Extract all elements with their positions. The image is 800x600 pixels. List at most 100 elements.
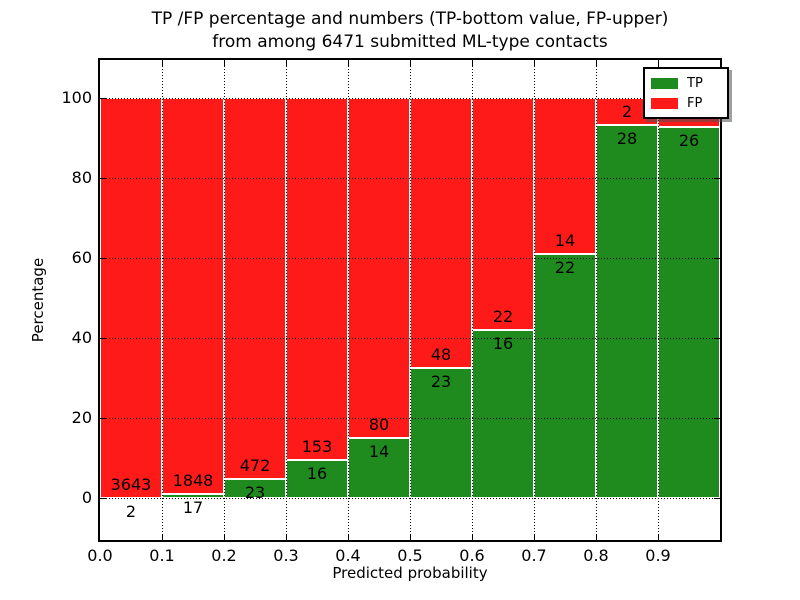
fp-count-label: 14 — [554, 230, 576, 250]
y-tick-mark — [100, 498, 106, 499]
x-tick-label: 0.4 — [335, 546, 361, 565]
x-tick-label: 0.6 — [459, 546, 485, 565]
y-tick-label: 20 — [71, 408, 92, 427]
tp-bar-segment — [348, 438, 410, 498]
x-tick-mark — [410, 534, 411, 540]
tp-count-label: 16 — [306, 464, 328, 484]
x-gridline — [162, 60, 163, 540]
fp-bar-segment — [472, 98, 534, 330]
chart-title: TP /FP percentage and numbers (TP-bottom… — [98, 8, 722, 54]
tp-count-label: 26 — [678, 130, 700, 150]
x-tick-mark — [410, 60, 411, 66]
y-tick-mark — [100, 178, 106, 179]
y-tick-mark — [714, 498, 720, 499]
tp-count-label: 16 — [492, 333, 514, 353]
tp-count-label: 17 — [182, 498, 204, 518]
tp-count-label: 23 — [244, 483, 266, 503]
tp-count-label: 22 — [554, 257, 576, 277]
x-gridline — [224, 60, 225, 540]
x-tick-mark — [596, 60, 597, 66]
x-tick-label: 0.2 — [211, 546, 237, 565]
tp-bar-segment — [472, 329, 534, 498]
x-axis-label: Predicted probability — [332, 564, 488, 582]
fp-bar-segment — [100, 98, 162, 498]
tp-bar-segment — [658, 126, 720, 498]
x-gridline — [348, 60, 349, 540]
fp-count-label: 472 — [239, 456, 271, 476]
tp-count-label: 2 — [125, 501, 137, 521]
x-tick-label: 0.9 — [645, 546, 671, 565]
x-tick-mark — [224, 60, 225, 66]
x-tick-mark — [348, 534, 349, 540]
x-gridline — [658, 60, 659, 540]
fp-legend-label: FP — [687, 95, 703, 111]
tp-bar-segment — [286, 460, 348, 498]
tp-count-label: 28 — [616, 128, 638, 148]
tp-bar-segment — [410, 368, 472, 498]
tp-legend-label: TP — [687, 75, 703, 91]
fp-bar-segment — [162, 98, 224, 495]
x-tick-label: 0.7 — [521, 546, 547, 565]
legend-item-tp: TP — [651, 73, 721, 93]
x-tick-mark — [162, 534, 163, 540]
x-gridline — [410, 60, 411, 540]
y-tick-mark — [714, 338, 720, 339]
x-tick-mark — [472, 534, 473, 540]
tp-bar-segment — [534, 253, 596, 498]
fp-count-label: 153 — [301, 437, 333, 457]
tp-legend-swatch — [651, 77, 678, 89]
x-gridline — [286, 60, 287, 540]
y-tick-mark — [100, 258, 106, 259]
legend-item-fp: FP — [651, 93, 721, 113]
x-tick-label: 0.5 — [397, 546, 423, 565]
x-tick-mark — [162, 60, 163, 66]
fp-count-label: 1848 — [172, 471, 214, 491]
x-tick-mark — [596, 534, 597, 540]
y-tick-label: 40 — [71, 328, 92, 347]
tp-count-label: 23 — [430, 372, 452, 392]
x-tick-mark — [286, 60, 287, 66]
chart-title-line1: TP /FP percentage and numbers (TP-bottom… — [151, 9, 669, 29]
y-tick-mark — [714, 178, 720, 179]
y-tick-mark — [100, 338, 106, 339]
x-tick-mark — [534, 60, 535, 66]
x-gridline — [534, 60, 535, 540]
x-tick-mark — [286, 534, 287, 540]
chart-title-line2: from among 6471 submitted ML-type contac… — [212, 32, 608, 52]
fp-count-label: 80 — [368, 415, 390, 435]
plot-area: TP FP 3643 2 1848 17 472 23 153 16 80 14 48 23 22 16 1… — [61, 58, 729, 565]
y-tick-mark — [714, 258, 720, 259]
y-tick-label: 60 — [71, 248, 92, 267]
fp-count-label: 3643 — [110, 474, 152, 494]
fp-legend-swatch — [651, 97, 678, 109]
x-tick-label: 0.8 — [583, 546, 609, 565]
x-tick-mark — [472, 60, 473, 66]
x-gridline — [472, 60, 473, 540]
fp-count-label: 2 — [621, 101, 633, 121]
x-tick-mark — [658, 534, 659, 540]
fp-bar-segment — [224, 98, 286, 480]
fp-count-label: 22 — [492, 306, 514, 326]
tp-count-label: 14 — [368, 442, 390, 462]
y-tick-mark — [714, 418, 720, 419]
x-tick-mark — [658, 60, 659, 66]
tp-bar-segment — [596, 124, 658, 498]
fp-bar-segment — [286, 98, 348, 461]
y-axis-label: Percentage — [29, 257, 47, 343]
y-tick-label: 80 — [71, 168, 92, 187]
fp-bar-segment — [348, 98, 410, 439]
x-tick-mark — [348, 60, 349, 66]
x-tick-label: 0.3 — [273, 546, 299, 565]
fp-bar-segment — [410, 98, 472, 369]
legend: TP FP — [643, 67, 729, 119]
x-tick-label: 0.1 — [149, 546, 175, 565]
y-tick-mark — [100, 98, 106, 99]
y-tick-label: 100 — [61, 88, 92, 107]
x-gridline — [596, 60, 597, 540]
x-tick-mark — [224, 534, 225, 540]
x-tick-label: 0.0 — [87, 546, 113, 565]
y-tick-label: 0 — [81, 488, 92, 507]
y-tick-mark — [100, 418, 106, 419]
fp-count-label: 48 — [430, 345, 452, 365]
x-tick-mark — [534, 534, 535, 540]
